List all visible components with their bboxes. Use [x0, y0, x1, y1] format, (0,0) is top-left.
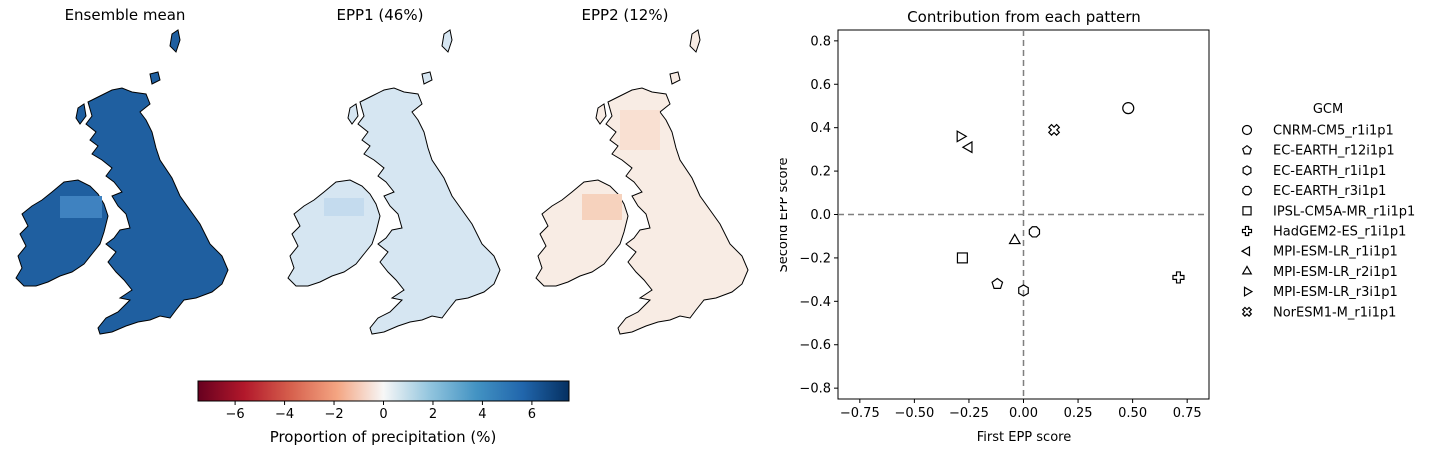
scatter-point: [1008, 233, 1022, 245]
colorbar-tick-label: −2: [324, 407, 343, 422]
legend-marker: [1242, 206, 1252, 216]
y-tick-label: −0.8: [799, 382, 831, 397]
x-tick-label: 0.75: [1173, 406, 1202, 421]
legend-marker: [1241, 124, 1253, 136]
legend-marker: [1243, 286, 1254, 297]
legend-label: MPI-ESM-LR_r1i1p1: [1273, 245, 1398, 260]
scatter-point: [1018, 284, 1029, 297]
legend-label: EC-EARTH_r1i1p1: [1273, 164, 1386, 179]
scatter-point: [961, 140, 973, 154]
x-tick-label: −0.25: [949, 406, 989, 421]
y-tick-label: −0.6: [799, 338, 831, 353]
legend-label: IPSL-CM5A-MR_r1i1p1: [1273, 204, 1415, 219]
legend-label: EC-EARTH_r3i1p1: [1273, 184, 1386, 199]
x-axis-label: First EPP score: [977, 430, 1071, 445]
legend: CNRM-CM5_r1i1p1 EC-EARTH_r12i1p1 EC-EARTH_…: [1240, 124, 1415, 320]
legend-marker: [1242, 144, 1252, 155]
scatter-point: [1122, 102, 1135, 115]
y-tick-label: −0.2: [799, 251, 831, 266]
legend-marker: [1241, 225, 1253, 237]
map-title-epp1: EPP1 (46%): [336, 6, 424, 24]
scatter-point: [1172, 271, 1185, 284]
colorbar-ticks: −6 −4 −2 0 2 4 6: [226, 401, 536, 422]
y-tick-label: 0.0: [810, 208, 831, 223]
map-ensemble-mean: [15, 29, 229, 335]
legend-label: EC-EARTH_r12i1p1: [1273, 144, 1395, 159]
colorbar-tick-label: 2: [429, 407, 437, 422]
y-tick-label: 0.4: [810, 121, 831, 136]
map-title-ensemble-mean: Ensemble mean: [64, 6, 186, 24]
map-title-epp2: EPP2 (12%): [581, 6, 669, 24]
x-tick-label: 0.00: [1009, 406, 1038, 421]
colorbar-label: Proportion of precipitation (%): [270, 428, 497, 446]
scatter-point: [1047, 123, 1061, 136]
scatter-point: [991, 277, 1004, 290]
map-epp2: [535, 29, 749, 335]
scatter-chart: Contribution from each pattern −0.75 −0.5…: [780, 8, 1415, 445]
y-tick-label: 0.8: [810, 34, 831, 49]
reference-lines: [838, 30, 1209, 399]
colorbar-tick-label: 6: [528, 407, 536, 422]
legend-title: GCM: [1313, 102, 1343, 117]
scatter-point: [1028, 226, 1041, 238]
y-axis-label: Second EPP score: [780, 158, 791, 273]
x-tick-label: −0.50: [894, 406, 934, 421]
legend-marker: [1241, 306, 1253, 317]
colorbar-tick-label: 4: [478, 407, 486, 422]
map-epp1: [287, 29, 501, 335]
x-tick-label: −0.75: [840, 406, 880, 421]
legend-marker: [1242, 185, 1252, 196]
legend-marker: [1240, 245, 1251, 257]
legend-label: HadGEM2-ES_r1i1p1: [1273, 225, 1406, 240]
colorbar: [197, 380, 570, 402]
scatter-point: [956, 252, 968, 264]
colorbar-tick-label: −6: [226, 407, 245, 422]
x-tick-label: 0.50: [1118, 406, 1147, 421]
legend-label: MPI-ESM-LR_r3i1p1: [1273, 285, 1398, 300]
maps-svg: −6 −4 −2 0 2 4 6 Proportion of precipitation (…: [15, 29, 749, 446]
chart-title: Contribution from each pattern: [907, 8, 1141, 26]
y-tick-label: −0.4: [799, 295, 831, 310]
colorbar-tick-label: −4: [275, 407, 294, 422]
legend-label: MPI-ESM-LR_r2i1p1: [1273, 265, 1398, 280]
legend-label: CNRM-CM5_r1i1p1: [1273, 124, 1394, 139]
x-tick-label: 0.25: [1064, 406, 1093, 421]
colorbar-tick-label: 0: [379, 407, 387, 422]
scatter-point: [956, 130, 968, 143]
scatter-points: [956, 102, 1185, 297]
y-tick-label: 0.2: [810, 165, 831, 180]
y-tick-label: 0.6: [810, 78, 831, 93]
x-axis-ticks: −0.75 −0.50 −0.25 0.00 0.25 0.50 0.75: [840, 399, 1202, 421]
legend-label: NorESM1-M_r1i1p1: [1273, 305, 1396, 320]
legend-marker: [1241, 265, 1253, 275]
y-axis-ticks: −0.8 −0.6 −0.4 −0.2 0.0 0.2 0.4 0.6 0.8: [799, 34, 838, 397]
legend-marker: [1242, 165, 1252, 176]
